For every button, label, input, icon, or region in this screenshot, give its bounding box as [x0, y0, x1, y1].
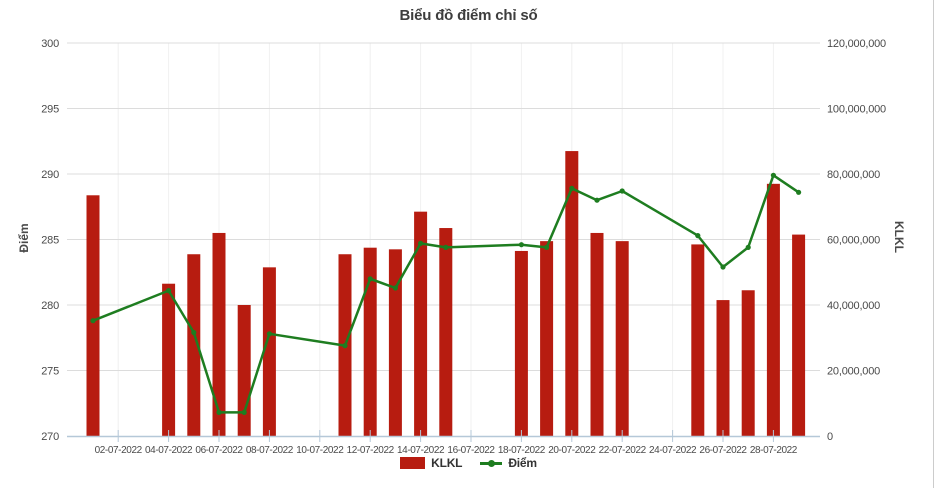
x-axis-tick-label: 24-07-2022	[649, 445, 697, 456]
points-line-marker[interactable]	[342, 343, 348, 349]
x-axis-tick-label: 14-07-2022	[397, 445, 445, 456]
points-line-marker[interactable]	[216, 409, 222, 415]
points-line-marker[interactable]	[569, 185, 575, 191]
left-axis-tick-label: 270	[41, 431, 59, 443]
x-axis-tick-label: 12-07-2022	[347, 445, 395, 456]
points-line-marker[interactable]	[443, 244, 449, 250]
diem-line-marker-icon	[480, 459, 503, 467]
x-axis-tick-label: 22-07-2022	[599, 445, 647, 456]
x-axis-tick-label: 20-07-2022	[548, 445, 596, 456]
legend-klkl-label: KLKL	[431, 456, 463, 470]
points-line-marker[interactable]	[619, 188, 625, 194]
x-axis-tick-label: 08-07-2022	[246, 445, 294, 456]
points-line-marker[interactable]	[796, 189, 802, 195]
left-axis-tick-label: 300	[41, 38, 59, 50]
volume-bar[interactable]	[792, 234, 806, 436]
x-axis-tick-label: 18-07-2022	[498, 445, 546, 456]
points-line-marker[interactable]	[392, 285, 398, 291]
volume-bar[interactable]	[691, 244, 705, 436]
volume-bar[interactable]	[388, 249, 402, 436]
volume-bar[interactable]	[212, 232, 226, 436]
points-line-marker[interactable]	[544, 244, 550, 250]
points-line-marker[interactable]	[241, 409, 247, 415]
volume-bar[interactable]	[439, 228, 453, 436]
volume-bar[interactable]	[590, 232, 604, 436]
volume-bar[interactable]	[363, 247, 377, 436]
x-axis-tick-label: 16-07-2022	[447, 445, 495, 456]
left-axis-tick-label: 285	[41, 235, 59, 247]
points-line-marker[interactable]	[191, 329, 197, 336]
legend-item-klkl[interactable]: KLKL	[400, 456, 463, 470]
x-axis-tick-label: 02-07-2022	[95, 445, 143, 456]
volume-bar[interactable]	[741, 290, 755, 436]
volume-bar[interactable]	[237, 305, 251, 436]
legend-item-diem[interactable]: Điểm	[480, 456, 537, 470]
left-axis-tick-label: 290	[41, 169, 59, 181]
volume-bar[interactable]	[540, 241, 554, 436]
right-axis-tick-label: 40,000,000	[827, 300, 880, 312]
volume-bar[interactable]	[414, 211, 428, 436]
points-line-marker[interactable]	[418, 240, 424, 246]
volume-bar[interactable]	[86, 195, 100, 436]
left-axis-tick-label: 275	[41, 366, 59, 378]
x-axis-tick-label: 06-07-2022	[195, 445, 243, 456]
x-axis-tick-label: 10-07-2022	[296, 445, 344, 456]
right-axis-tick-label: 120,000,000	[827, 38, 886, 50]
panel-right-border	[933, 0, 934, 488]
volume-bar[interactable]	[514, 250, 528, 436]
points-line-marker[interactable]	[770, 172, 777, 178]
points-line-marker[interactable]	[745, 244, 751, 250]
chart-legend: KLKL Điểm	[0, 456, 937, 470]
klkl-bar-swatch-icon	[400, 457, 426, 469]
volume-bar[interactable]	[187, 254, 201, 436]
right-axis-tick-label: 60,000,000	[827, 235, 880, 247]
volume-bar[interactable]	[262, 267, 276, 436]
volume-bar[interactable]	[766, 183, 780, 436]
right-axis-tick-label: 80,000,000	[827, 169, 880, 181]
volume-bar[interactable]	[162, 283, 176, 436]
left-axis-tick-label: 295	[41, 104, 59, 116]
volume-bar[interactable]	[565, 151, 579, 436]
points-line-marker[interactable]	[594, 197, 600, 203]
points-line-marker[interactable]	[166, 288, 172, 294]
x-axis-tick-label: 28-07-2022	[750, 445, 798, 456]
right-axis-tick-label: 0	[827, 431, 833, 443]
right-axis-tick-label: 100,000,000	[827, 104, 886, 116]
points-line-marker[interactable]	[518, 242, 525, 248]
points-line-marker[interactable]	[266, 331, 272, 337]
chart-title: Biểu đồ điểm chỉ số	[399, 7, 538, 24]
x-axis-tick-label: 26-07-2022	[699, 445, 747, 456]
points-line-marker[interactable]	[367, 276, 373, 282]
legend-diem-label: Điểm	[508, 456, 537, 470]
points-line-marker[interactable]	[695, 233, 701, 239]
volume-bar[interactable]	[615, 241, 629, 436]
volume-bar[interactable]	[716, 300, 730, 436]
points-line-marker[interactable]	[720, 264, 726, 270]
x-axis-tick-label: 04-07-2022	[145, 445, 193, 456]
points-line-marker[interactable]	[90, 318, 96, 324]
right-axis-tick-label: 20,000,000	[827, 366, 880, 378]
left-axis-tick-label: 280	[41, 300, 59, 312]
